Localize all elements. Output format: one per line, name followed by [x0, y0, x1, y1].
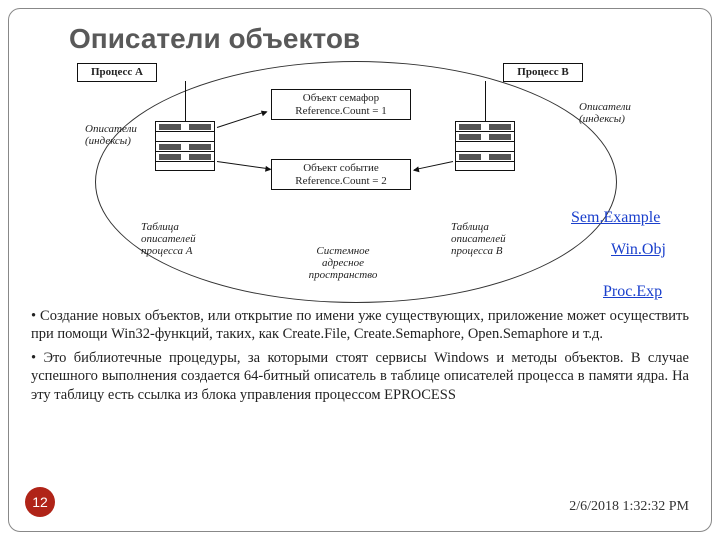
handles-caption-b: Описатели(индексы) [579, 101, 639, 125]
table-a-caption: Таблицаописателейпроцесса А [141, 221, 221, 257]
vline-a [185, 81, 186, 121]
event-label: Объект событие [276, 162, 406, 175]
body-paragraph-1: • Создание новых объектов, или открытие … [31, 307, 689, 343]
process-b-box: Процесс В [503, 63, 583, 82]
sem-example-link[interactable]: Sem.Example [571, 209, 660, 227]
page-number-badge: 12 [25, 487, 55, 517]
handle-table-b [455, 121, 515, 171]
address-space-caption: Системноеадресноепространство [293, 245, 393, 281]
body-paragraph-2: • Это библиотечные процедуры, за которым… [31, 349, 689, 403]
slide-frame: Описатели объектов Процесс А Процесс В О… [8, 8, 712, 532]
handle-table-a [155, 121, 215, 171]
semaphore-label: Объект семафор [276, 92, 406, 105]
table-b-caption: Таблицаописателейпроцесса В [451, 221, 531, 257]
semaphore-object-box: Объект семафор Reference.Count = 1 [271, 89, 411, 120]
timestamp: 2/6/2018 1:32:32 PM [569, 499, 689, 515]
handles-caption-a: Описатели(индексы) [85, 123, 145, 147]
procexp-link[interactable]: Proc.Exp [603, 283, 662, 301]
diagram: Процесс А Процесс В Описатели(индексы) О… [35, 61, 675, 301]
process-a-box: Процесс А [77, 63, 157, 82]
vline-b [485, 81, 486, 121]
event-refcount: Reference.Count = 2 [276, 175, 406, 188]
slide-title: Описатели объектов [69, 23, 691, 55]
event-object-box: Объект событие Reference.Count = 2 [271, 159, 411, 190]
winobj-link[interactable]: Win.Obj [611, 241, 666, 259]
semaphore-refcount: Reference.Count = 1 [276, 105, 406, 118]
